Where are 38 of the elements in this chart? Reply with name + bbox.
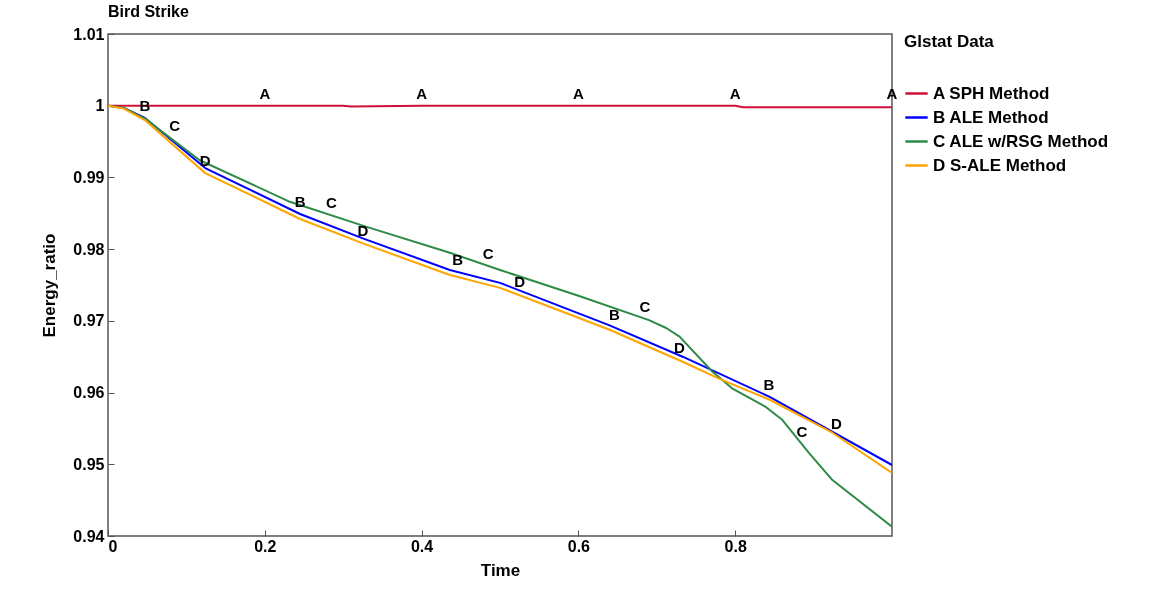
annotation: A — [416, 84, 428, 102]
annotation: B — [763, 375, 775, 393]
annotation: B — [609, 306, 621, 324]
y-tick-label: 0.99 — [73, 168, 105, 186]
annotation: D — [830, 414, 842, 432]
y-tick-label: 0.98 — [73, 240, 105, 258]
y-axis-title: Energy_ratio — [40, 233, 60, 338]
y-tick-label: 1.01 — [73, 25, 105, 43]
annotation: D — [674, 339, 686, 357]
chart-title: Bird Strike — [108, 3, 190, 20]
legend-label: D S-ALE Method — [933, 155, 1067, 175]
legend-title: Glstat Data — [904, 32, 995, 51]
x-tick-label: 0.6 — [567, 537, 591, 555]
annotation: C — [326, 194, 338, 212]
x-axis-title: Time — [480, 560, 521, 580]
x-tick-label: 0 — [108, 537, 118, 555]
annotation: A — [886, 84, 898, 102]
y-tick-label: 0.97 — [73, 312, 105, 330]
annotation: B — [452, 251, 464, 269]
legend-label: A SPH Method — [933, 83, 1050, 103]
y-tick-label: 1 — [95, 97, 105, 115]
annotation: D — [514, 272, 526, 290]
x-tick-label: 0.4 — [410, 537, 434, 555]
y-tick-label: 0.94 — [73, 527, 105, 545]
annotation: D — [357, 222, 369, 240]
annotation: A — [259, 84, 271, 102]
y-tick-label: 0.96 — [73, 384, 105, 402]
x-tick-label: 0.8 — [724, 537, 747, 555]
annotation: C — [796, 423, 808, 441]
annotation: C — [169, 116, 181, 134]
annotation: C — [639, 297, 651, 315]
y-tick-label: 0.95 — [73, 455, 105, 473]
annotation: A — [572, 84, 584, 102]
x-tick-label: 0.2 — [254, 537, 277, 555]
legend-label: C ALE w/RSG Method — [933, 131, 1109, 151]
legend-label: B ALE Method — [933, 107, 1049, 127]
annotation: A — [729, 84, 741, 102]
annotation: C — [482, 244, 494, 262]
